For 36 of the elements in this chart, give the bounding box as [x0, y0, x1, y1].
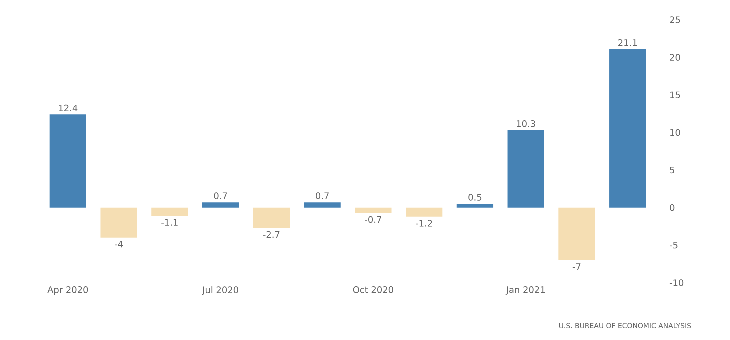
- data-label: 12.4: [59, 104, 78, 112]
- data-label: 0.7: [214, 192, 228, 200]
- y-tick-label: -5: [670, 242, 678, 249]
- bar: [355, 208, 392, 214]
- bar: [253, 208, 290, 228]
- data-label: -4: [115, 241, 124, 248]
- data-label: -7: [572, 264, 581, 270]
- data-label: 0.7: [316, 192, 329, 200]
- bar: [304, 202, 341, 208]
- x-tick-label: Jul 2020: [202, 286, 238, 296]
- y-tick-label: 0: [670, 204, 675, 212]
- bar: [406, 208, 443, 217]
- data-label: 10.3: [517, 120, 536, 128]
- data-label: 21.1: [618, 39, 637, 46]
- y-tick-label: -10: [670, 280, 684, 286]
- bar: [456, 204, 494, 208]
- data-label: -0.7: [365, 216, 382, 224]
- data-label: 0.5: [468, 194, 482, 201]
- bar: [610, 49, 646, 208]
- data-label: -2.7: [263, 231, 280, 238]
- y-tick-label: 25: [670, 16, 680, 24]
- y-tick-label: 10: [670, 129, 680, 136]
- bar: [202, 202, 240, 208]
- bar: [508, 130, 544, 208]
- data-label: -1.2: [416, 220, 432, 227]
- data-label: -1.1: [162, 219, 178, 226]
- bar: [152, 208, 188, 216]
- y-tick-label: 15: [670, 92, 680, 98]
- x-tick-label: Oct 2020: [353, 286, 394, 294]
- bar: [558, 208, 596, 260]
- x-tick-label: Jan 2021: [506, 286, 545, 295]
- y-tick-label: 20: [670, 54, 680, 61]
- x-tick-label: Apr 2020: [48, 286, 88, 296]
- bar: [100, 208, 138, 238]
- y-tick-label: 5: [670, 166, 674, 174]
- bar: [50, 114, 86, 208]
